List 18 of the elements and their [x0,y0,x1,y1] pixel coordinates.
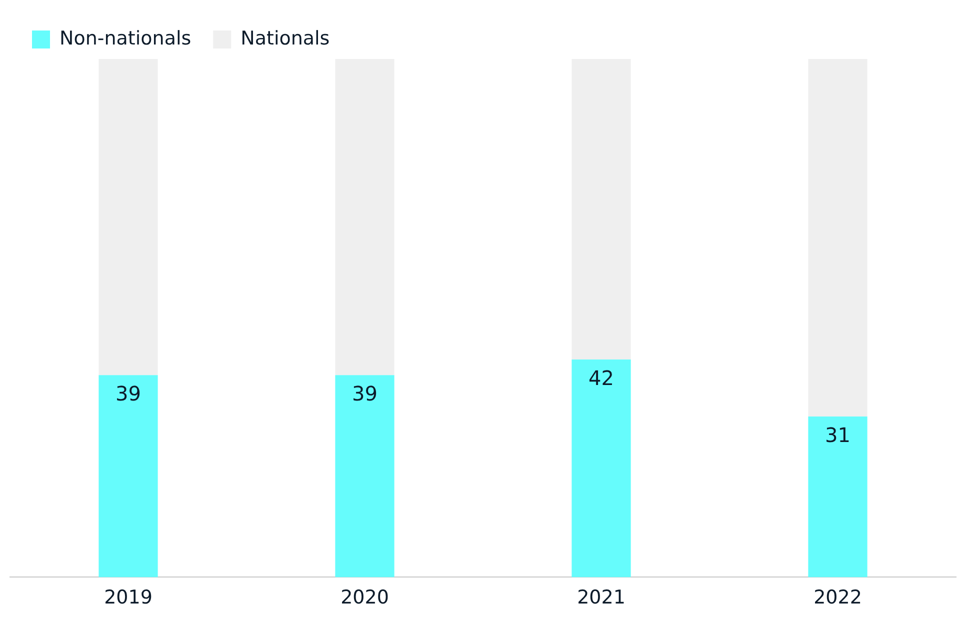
bar [98,59,158,376]
bar [808,59,868,417]
x-tick-label: 2022 [814,586,862,609]
bar [335,59,394,376]
data-label: 39 [116,381,141,406]
data-label: 42 [588,366,614,390]
bar [98,375,158,578]
bar [572,59,631,360]
data-label: 39 [352,381,378,406]
legend-label: Non-nationals [60,27,192,50]
x-tick-label: 2019 [104,586,152,609]
bar [572,360,631,578]
legend-label: Nationals [240,27,330,50]
x-tick-label: 2021 [577,586,626,609]
bar [808,416,868,578]
x-tick-label: 2020 [340,586,389,609]
bar [335,375,394,578]
data-label: 31 [825,422,850,447]
